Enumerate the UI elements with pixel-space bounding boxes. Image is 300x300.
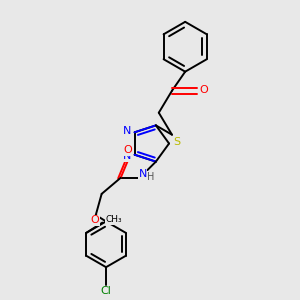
Text: Cl: Cl bbox=[100, 286, 112, 296]
Text: CH₃: CH₃ bbox=[105, 215, 122, 224]
Text: H: H bbox=[147, 172, 155, 182]
Text: O: O bbox=[124, 145, 132, 155]
Text: N: N bbox=[123, 126, 131, 136]
Text: O: O bbox=[199, 85, 208, 95]
Text: O: O bbox=[91, 215, 99, 225]
Text: N: N bbox=[139, 169, 147, 179]
Text: S: S bbox=[174, 137, 181, 147]
Text: N: N bbox=[123, 151, 131, 161]
